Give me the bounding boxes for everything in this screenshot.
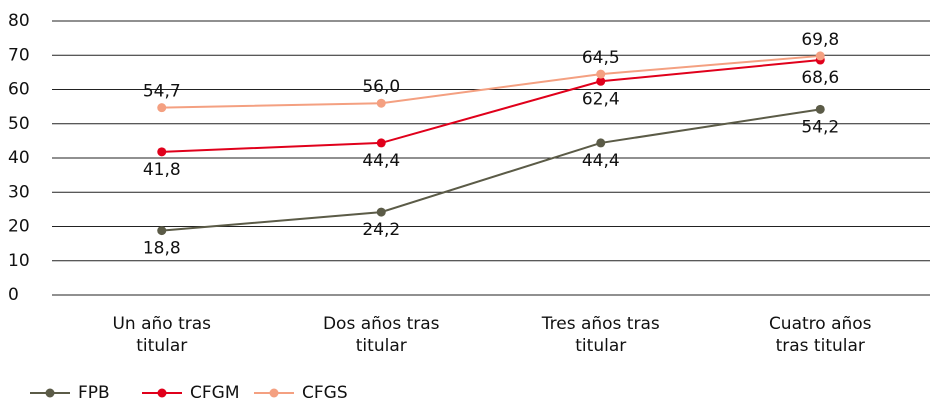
y-tick-label: 70 bbox=[8, 45, 30, 65]
point bbox=[157, 103, 167, 113]
legend-label: CFGM bbox=[190, 383, 240, 402]
data-label: 24,2 bbox=[362, 220, 400, 240]
x-tick-label: Cuatro años tras titular bbox=[768, 314, 872, 356]
data-label: 54,7 bbox=[143, 82, 181, 102]
data-label: 44,4 bbox=[582, 151, 620, 171]
x-tick-label: Dos años tras titular bbox=[322, 314, 440, 356]
point bbox=[596, 76, 606, 86]
y-tick-label: 20 bbox=[8, 217, 30, 237]
point bbox=[376, 207, 386, 217]
series-line bbox=[161, 108, 821, 232]
point bbox=[815, 51, 825, 61]
point bbox=[376, 138, 386, 148]
data-label: 68,6 bbox=[801, 68, 839, 88]
point bbox=[596, 69, 606, 79]
point bbox=[596, 138, 606, 148]
point bbox=[157, 147, 167, 157]
point bbox=[815, 104, 825, 114]
point bbox=[157, 226, 167, 236]
legend-marker bbox=[45, 388, 55, 398]
data-label: 54,2 bbox=[801, 117, 839, 137]
y-tick-label: 30 bbox=[8, 182, 30, 202]
y-tick-label: 60 bbox=[8, 80, 30, 100]
y-tick-label: 50 bbox=[8, 114, 30, 134]
legend-label: CFGS bbox=[302, 383, 348, 402]
data-label: 56,0 bbox=[362, 77, 400, 97]
data-label: 64,5 bbox=[582, 48, 620, 68]
data-label: 69,8 bbox=[801, 30, 839, 50]
x-tick-label: Tres años tras titular bbox=[541, 314, 660, 356]
data-label: 41,8 bbox=[143, 160, 181, 180]
y-tick-label: 0 bbox=[8, 285, 19, 305]
point bbox=[376, 98, 386, 108]
series-line bbox=[161, 59, 821, 153]
y-tick-label: 80 bbox=[8, 11, 30, 31]
y-tick-label: 40 bbox=[8, 148, 30, 168]
legend-marker bbox=[157, 388, 167, 398]
data-label: 18,8 bbox=[143, 239, 181, 259]
legend-marker bbox=[269, 388, 279, 398]
series-line bbox=[161, 54, 821, 109]
data-label: 44,4 bbox=[362, 151, 400, 171]
legend-label: FPB bbox=[78, 383, 110, 402]
y-tick-label: 10 bbox=[8, 251, 30, 271]
x-tick-label: Un año tras titular bbox=[112, 314, 212, 356]
data-label: 62,4 bbox=[582, 89, 620, 109]
